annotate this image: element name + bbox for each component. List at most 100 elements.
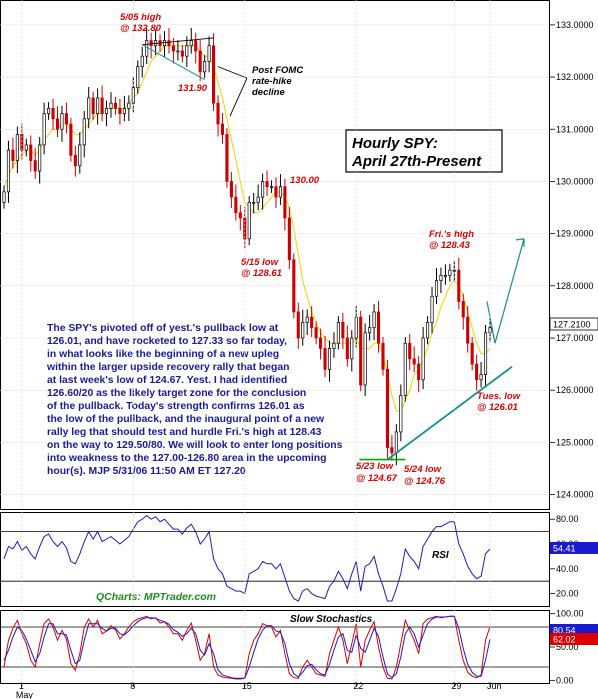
price-bar-body — [385, 368, 389, 448]
wedge-upper-line — [142, 37, 214, 46]
price-bar-body — [194, 40, 198, 52]
price-bar-body — [368, 327, 372, 334]
price-bar-body — [426, 321, 430, 339]
annotation-131-90: 131.90 — [178, 83, 208, 94]
stochastics-label: Slow Stochastics — [290, 614, 373, 625]
price-bar-body — [417, 363, 421, 381]
price-bar-body — [33, 160, 37, 172]
annotation-decline: decline — [252, 87, 285, 98]
price-bar-body — [269, 186, 274, 189]
fomc-pointer-line — [217, 66, 248, 79]
price-bar-body — [162, 40, 167, 47]
price-bar-body — [403, 342, 407, 396]
price-bar-body — [341, 321, 345, 339]
price-bar-body — [229, 181, 233, 198]
annotation-rate-hike: rate-hike — [252, 76, 292, 87]
price-bar-body — [87, 97, 91, 120]
time-tick-label: 29 — [451, 681, 461, 691]
last-price-tag: 127.2100 — [549, 317, 598, 331]
price-bar-body — [261, 181, 265, 198]
price-bar-body — [350, 337, 354, 360]
price-bar-body — [109, 102, 113, 109]
price-bar-body — [448, 269, 452, 276]
price-bar-body — [73, 154, 77, 167]
price-bar-body — [430, 295, 434, 323]
price-bar-body — [461, 301, 465, 318]
price-bar-body — [64, 113, 68, 125]
annotation-0523-low: 5/23 low — [356, 461, 394, 472]
price-bar-body — [359, 316, 363, 386]
price-bar-body — [345, 337, 349, 360]
price-bar-body — [113, 102, 118, 109]
annotation-fri-high-price: @ 128.43 — [429, 240, 471, 251]
chart-subtitle: April 27th-Present — [351, 153, 482, 170]
price-bar-body — [390, 447, 394, 454]
chart-title: Hourly SPY: — [352, 135, 438, 152]
price-bar-body — [189, 40, 193, 47]
price-bar-body — [319, 337, 323, 349]
rising-support-line — [386, 365, 513, 461]
price-bar-body — [136, 66, 140, 88]
price-tick-label: 128.0000 — [556, 281, 594, 291]
annotation-0524-low: 5/24 low — [404, 464, 442, 475]
price-bar-body — [252, 201, 256, 204]
time-tick-label: 15 — [242, 681, 252, 691]
projection-arrow — [494, 238, 525, 344]
price-bar-body — [185, 45, 189, 57]
fomc-pointer-line — [229, 77, 248, 117]
price-bar-body — [180, 50, 184, 57]
price-bar-body — [2, 191, 6, 203]
price-bar-body — [381, 342, 385, 370]
price-bar-body — [470, 342, 474, 365]
annotation-fri-high: Fri.'s high — [429, 229, 474, 240]
price-bar-body — [131, 87, 135, 104]
price-bar-body — [122, 108, 126, 114]
annotation-0505-high: 5/05 high — [120, 12, 161, 23]
trendlines — [141, 37, 525, 461]
price-bar-body — [78, 144, 82, 167]
price-bar-body — [274, 186, 278, 198]
price-bar-body — [171, 45, 175, 52]
price-bar-body — [475, 363, 479, 381]
price-bar-body — [29, 144, 33, 161]
price-tick-label: 125.0000 — [556, 437, 594, 447]
price-bar-body — [140, 55, 144, 67]
watermark: QCharts: MPTrader.com — [96, 591, 216, 603]
price-bar-body — [55, 118, 60, 130]
price-bar-body — [434, 280, 439, 297]
price-bar-body — [6, 149, 11, 193]
commentary-line: 126.01, and have rocketed to 127.33 so f… — [47, 336, 287, 347]
price-bar-body — [96, 97, 100, 114]
commentary-line: at last week's low of 124.67. Yest. I ha… — [47, 375, 287, 386]
stochastics-d-value: 62.02 — [553, 635, 576, 645]
rsi-last-value: 54.41 — [553, 544, 576, 554]
time-tick-label: 1 — [19, 681, 24, 691]
commentary-line: rally leg that should test and hurdle Fr… — [47, 427, 322, 438]
price-tick-label: 124.0000 — [556, 490, 594, 500]
rsi-tick-label: 40.00 — [556, 564, 579, 574]
stochastics-tick-label: 100.00 — [556, 609, 584, 619]
price-bar-body — [287, 217, 291, 261]
commentary-line: 126.60/20 as the likely target zone for … — [47, 388, 306, 399]
price-bar-body — [412, 358, 416, 365]
annotation-0505-high-price: @ 132.80 — [120, 23, 162, 34]
price-bar-body — [11, 149, 15, 161]
price-bar-body — [238, 212, 242, 219]
rsi-path — [3, 514, 491, 602]
stochastics-panel: 100.00 50.00 0.00 Slow Stochastics 80.54 6… — [0, 609, 598, 685]
price-bar-body — [452, 269, 456, 272]
price-tick-label: 130.0000 — [556, 176, 594, 186]
price-bar-body — [105, 108, 109, 114]
price-bar-body — [314, 327, 318, 339]
price-bar-body — [394, 431, 398, 454]
time-month-label: May — [16, 690, 34, 699]
price-bar-body — [225, 134, 229, 182]
price-bar-body — [176, 50, 180, 53]
projection-arrowhead — [515, 238, 525, 247]
price-bar-body — [265, 181, 269, 188]
stochastics-tick-label: 0.00 — [556, 675, 574, 685]
rsi-tick-label: 80.00 — [556, 514, 579, 524]
price-tick-label: 133.0000 — [556, 20, 594, 30]
price-bar-body — [376, 311, 381, 344]
